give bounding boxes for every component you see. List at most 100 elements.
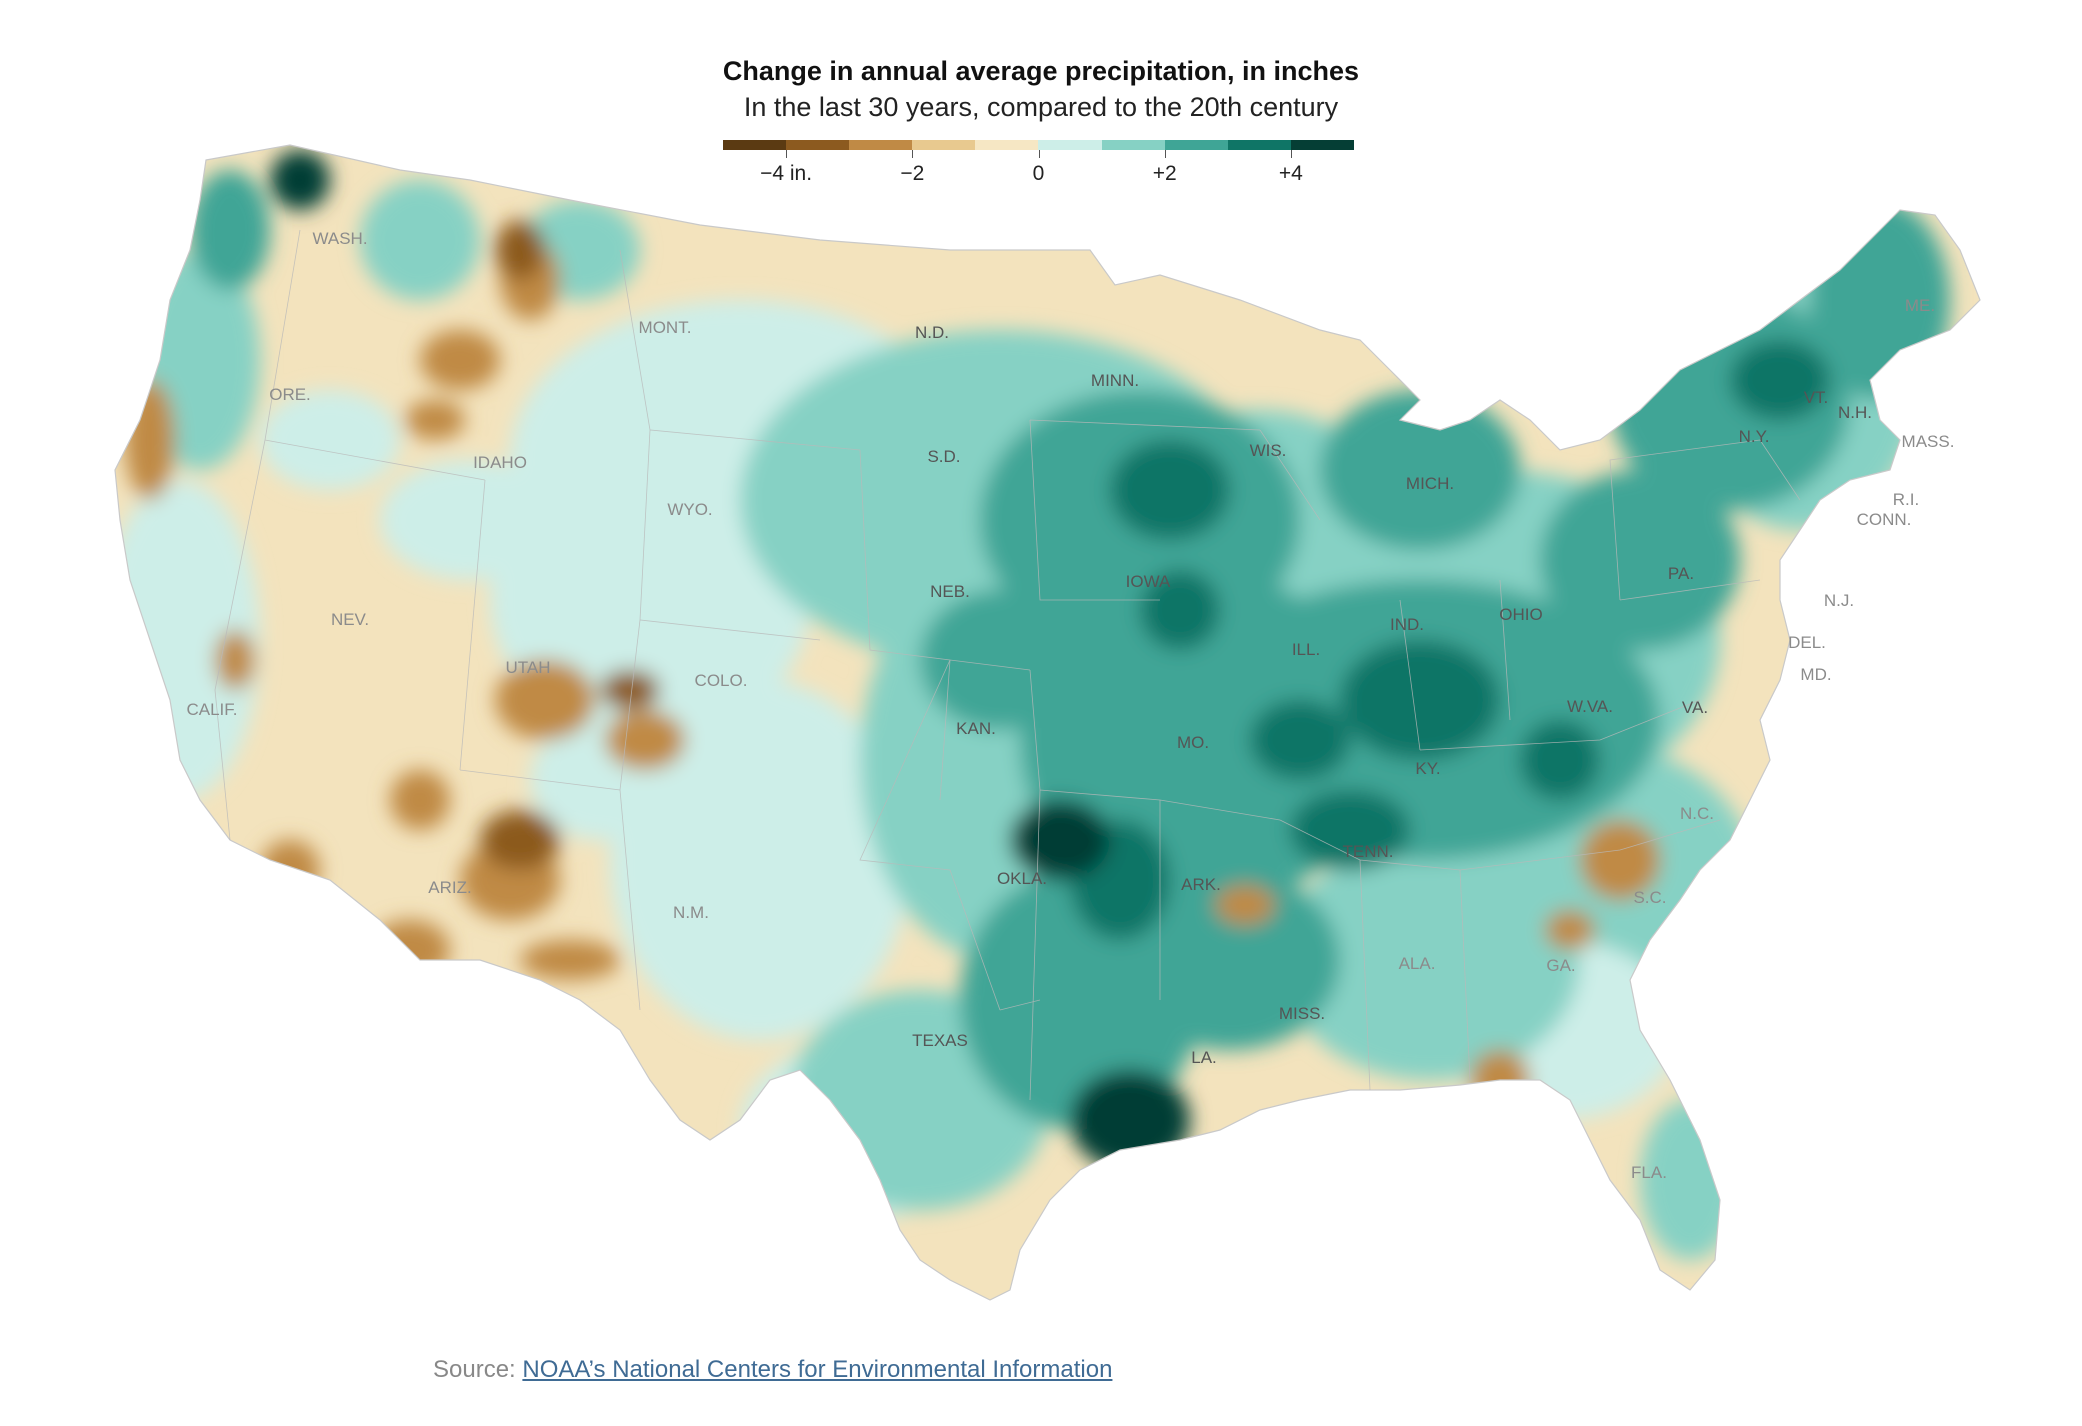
legend-swatch [912, 140, 976, 150]
state-label: CONN. [1857, 510, 1912, 529]
state-label: FLA. [1631, 1163, 1667, 1182]
legend-swatch [1038, 140, 1102, 150]
source-note: Source: NOAA’s National Centers for Envi… [433, 1356, 1112, 1384]
state-label: ALA. [1399, 954, 1436, 973]
state-label: NEB. [930, 582, 970, 601]
precipitation-patch [520, 940, 620, 980]
precipitation-patch [380, 460, 560, 580]
state-label: DEL. [1788, 633, 1826, 652]
state-label: ORE. [269, 385, 311, 404]
state-label: N.H. [1838, 403, 1872, 422]
precipitation-patch [420, 330, 500, 390]
precipitation-patch [495, 220, 545, 280]
state-label: PA. [1668, 564, 1694, 583]
state-label: KY. [1415, 759, 1440, 778]
legend-swatch [1227, 140, 1291, 150]
precipitation-patch [1520, 720, 1600, 800]
precipitation-patch [390, 770, 450, 830]
chart-subtitle: In the last 30 years, compared to the 20… [743, 92, 1339, 122]
precipitation-patch [1110, 440, 1230, 540]
state-label: N.M. [673, 903, 709, 922]
state-label: ME. [1905, 296, 1935, 315]
precipitation-patch [1250, 700, 1350, 780]
state-label: ILL. [1292, 640, 1320, 659]
legend-ticks: −4 in. −2 0 +2 +4 [723, 150, 1354, 190]
state-label: OHIO [1499, 605, 1542, 624]
state-label: UTAH [505, 658, 550, 677]
state-label: TEXAS [912, 1031, 968, 1050]
legend-swatch [975, 140, 1039, 150]
precipitation-patch [1340, 640, 1500, 760]
precipitation-patch [1545, 910, 1595, 950]
state-label: WYO. [667, 500, 712, 519]
legend-tick-mark [1290, 150, 1292, 158]
state-label: MASS. [1902, 432, 1955, 451]
state-label: S.D. [927, 447, 960, 466]
state-label: TENN. [1343, 842, 1394, 861]
precipitation-patch [405, 400, 465, 440]
state-label: R.I. [1893, 490, 1919, 509]
state-labels: WASH. ORE. CALIF. IDAHO NEV. UTAH ARIZ. MONT. WY… [186, 229, 1954, 1182]
precipitation-patch [610, 680, 910, 1040]
state-label: MINN. [1091, 371, 1139, 390]
legend-tick-mark [912, 150, 914, 158]
state-label: MICH. [1406, 474, 1454, 493]
precipitation-patch [605, 710, 685, 770]
state-label: VT. [1804, 388, 1829, 407]
legend-swatch [1164, 140, 1228, 150]
state-label: VA. [1682, 698, 1708, 717]
legend-swatch [786, 140, 850, 150]
legend-swatch [1290, 140, 1354, 150]
state-label: LA. [1191, 1048, 1217, 1067]
precipitation-patch [215, 630, 255, 690]
precipitation-patch [1540, 470, 1740, 650]
legend-tick-mark [1038, 150, 1040, 158]
source-link[interactable]: NOAA’s National Centers for Environmenta… [522, 1356, 1113, 1383]
state-label: N.Y. [1739, 427, 1770, 446]
legend-tick-label: +4 [1278, 162, 1303, 185]
state-label: N.D. [915, 323, 949, 342]
source-prefix: Source: [433, 1356, 523, 1383]
legend-swatch [1101, 140, 1165, 150]
state-borders [214, 229, 1801, 1101]
legend-tick-mark [786, 150, 788, 158]
precipitation-patch [1010, 800, 1110, 880]
precipitation-patch [360, 180, 480, 300]
legend-tick-mark [1164, 150, 1166, 158]
state-label: IDAHO [473, 453, 527, 472]
precipitation-patch [190, 170, 270, 290]
legend-swatch [849, 140, 913, 150]
precipitation-patch [1120, 870, 1340, 1050]
precipitation-patch [1730, 340, 1830, 420]
color-legend: −4 in. −2 0 +2 +4 [723, 140, 1354, 200]
state-label: OKLA. [997, 869, 1047, 888]
precipitation-patch [260, 390, 400, 490]
state-label: MONT. [639, 318, 692, 337]
state-label: GA. [1546, 956, 1575, 975]
legend-color-bar [723, 140, 1354, 150]
legend-swatch [723, 140, 787, 150]
state-label: CALIF. [186, 700, 237, 719]
state-label: KAN. [956, 719, 996, 738]
chart-title: Change in annual average precipitation, … [722, 56, 1360, 86]
state-label: NEV. [331, 610, 369, 629]
precipitation-patch [1290, 790, 1410, 870]
state-label: MO. [1177, 733, 1209, 752]
precipitation-patch [125, 380, 175, 500]
precipitation-patch [480, 810, 560, 870]
state-label: MD. [1800, 665, 1831, 684]
state-label: N.J. [1824, 591, 1854, 610]
precipitation-patch [495, 660, 595, 740]
legend-tick-label: −2 [900, 162, 925, 185]
precipitation-patch [1215, 885, 1275, 925]
precipitation-patch [1320, 390, 1520, 550]
precipitation-patch [1280, 840, 1580, 1080]
state-label: COLO. [695, 671, 748, 690]
state-label: ARIZ. [428, 878, 471, 897]
precipitation-patch [260, 840, 320, 900]
state-label: IOWA [1126, 572, 1171, 591]
state-label: W.VA. [1567, 697, 1613, 716]
state-label: S.C. [1633, 888, 1666, 907]
state-label: N.C. [1680, 804, 1714, 823]
state-label: MISS. [1279, 1004, 1325, 1023]
